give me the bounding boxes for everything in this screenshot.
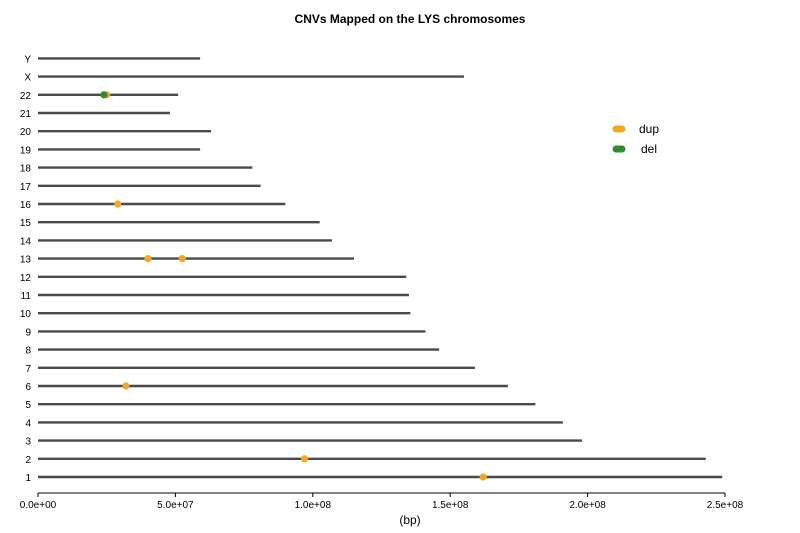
y-tick-label: 5 (25, 400, 31, 411)
y-tick-label: 20 (20, 127, 32, 138)
x-tick-label: 0.0e+00 (20, 500, 57, 511)
dup-point (114, 200, 122, 208)
y-tick-label: 12 (20, 273, 32, 284)
y-tick-label: 19 (20, 145, 32, 156)
dup-point (300, 455, 309, 463)
dup-point (144, 255, 152, 263)
dup-point (479, 473, 487, 481)
del-point (100, 91, 108, 99)
y-tick-label: 14 (20, 236, 32, 247)
y-tick-label: 2 (25, 455, 31, 466)
x-axis: 0.0e+00 5.0e+07 1.0e+08 1.5e+08 2.0e+08 2.5e+… (20, 492, 744, 511)
y-tick-label: 21 (20, 109, 32, 120)
x-tick-label: 1.5e+08 (432, 500, 469, 511)
y-tick-label: 4 (25, 418, 31, 429)
dup-legend-label: dup (639, 122, 659, 136)
y-tick-label: 16 (20, 200, 32, 211)
x-tick-label: 5.0e+07 (157, 500, 194, 511)
legend: dup del (612, 122, 659, 156)
y-tick-label: 1 (25, 473, 31, 484)
y-tick-label: 17 (20, 182, 32, 193)
y-tick-label: X (24, 73, 31, 84)
y-tick-label: 22 (20, 91, 32, 102)
y-tick-label: 7 (25, 364, 31, 375)
cnv-points (100, 91, 487, 481)
chart-title: CNVs Mapped on the LYS chromosomes (295, 12, 526, 26)
dup-point (178, 255, 186, 263)
y-tick-label: 10 (20, 309, 32, 320)
x-axis-label: (bp) (399, 513, 420, 527)
y-tick-label: 8 (25, 346, 31, 357)
dup-point (122, 382, 130, 390)
y-tick-label: 3 (25, 437, 31, 448)
del-legend-label: del (641, 142, 657, 156)
x-tick-label: 2.0e+08 (569, 500, 606, 511)
y-tick-label: Y (24, 54, 31, 65)
chromosome-lines (38, 57, 723, 479)
y-tick-label: 18 (20, 164, 32, 175)
x-tick-label: 1.0e+08 (295, 500, 332, 511)
y-tick-label: 6 (25, 382, 31, 393)
x-tick-label: 2.5e+08 (707, 500, 744, 511)
y-tick-label: 11 (21, 291, 32, 302)
y-tick-label: 13 (20, 255, 32, 266)
y-tick-label: 9 (25, 327, 31, 338)
y-tick-label: 15 (20, 218, 32, 229)
